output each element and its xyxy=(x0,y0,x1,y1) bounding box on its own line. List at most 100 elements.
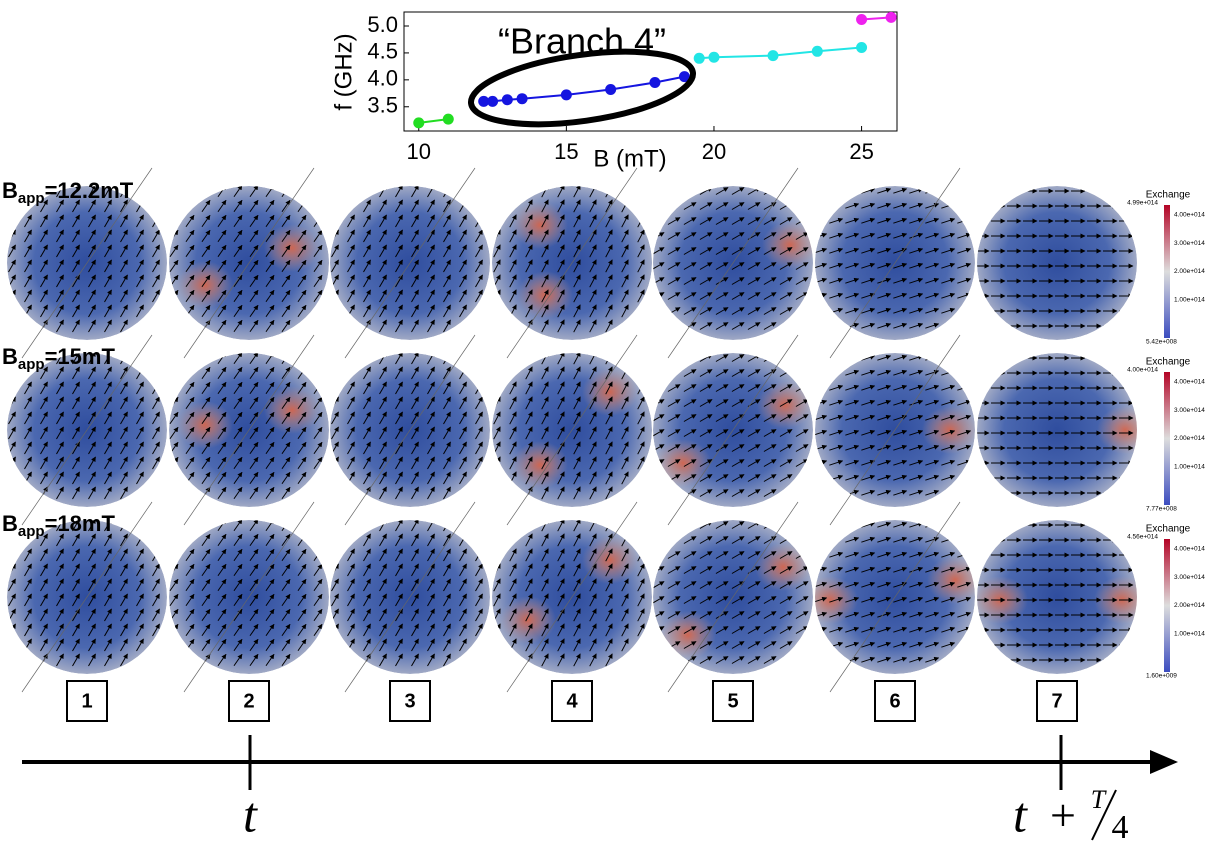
row-label-sub: app xyxy=(18,190,45,207)
spin-arrow xyxy=(136,229,144,243)
spin-arrow xyxy=(56,456,64,470)
spin-arrow xyxy=(185,319,195,333)
spin-arrow xyxy=(88,304,96,318)
spin-arrow xyxy=(217,381,227,395)
spin-arrow xyxy=(8,471,16,485)
spin-arrow xyxy=(40,441,48,455)
spin-arrow xyxy=(731,292,745,300)
spin-arrow xyxy=(347,244,355,258)
spin-arrow xyxy=(297,520,307,532)
spin-arrow xyxy=(363,353,371,365)
row-label-main: B xyxy=(2,178,18,203)
spin-arrow xyxy=(331,471,339,485)
spin-arrow xyxy=(347,486,355,500)
spin-arrow xyxy=(40,381,48,395)
data-point xyxy=(811,45,823,57)
spin-arrow xyxy=(637,244,645,258)
spin-arrow xyxy=(104,259,112,273)
spin-arrow xyxy=(877,187,892,194)
spin-arrow xyxy=(331,289,339,303)
spin-arrow xyxy=(957,536,972,543)
spin-arrow xyxy=(861,202,876,209)
spin-arrow xyxy=(72,353,80,365)
spin-arrow xyxy=(509,186,517,198)
section-line xyxy=(506,167,638,359)
spin-arrow xyxy=(152,520,160,532)
spin-arrow xyxy=(605,319,613,333)
spin-arrow xyxy=(56,426,64,440)
data-point xyxy=(501,94,513,106)
spin-arrow xyxy=(653,369,665,377)
spin-arrow xyxy=(589,274,597,288)
spin-arrow xyxy=(104,274,112,288)
section-line xyxy=(829,167,961,359)
spin-arrow xyxy=(925,202,940,209)
spin-arrow xyxy=(941,247,956,254)
spin-arrow xyxy=(185,441,195,455)
spin-arrow xyxy=(8,259,16,273)
colorbar-tick: 4.00e+014 xyxy=(1174,379,1205,386)
spin-arrow xyxy=(795,277,809,285)
spin-arrow xyxy=(829,262,844,269)
spin-arrow xyxy=(683,354,697,362)
spin-arrow xyxy=(120,244,128,258)
spin-arrow xyxy=(8,653,16,667)
spin-arrow xyxy=(621,289,629,303)
spin-arrow xyxy=(331,244,339,258)
mode-map xyxy=(653,520,813,674)
spin-arrow xyxy=(493,244,501,258)
spin-arrow xyxy=(331,259,339,273)
spin-arrow xyxy=(8,426,16,440)
spin-arrow xyxy=(40,411,48,425)
spin-arrow xyxy=(815,384,828,391)
plot-frame xyxy=(403,11,898,132)
spin-arrow xyxy=(40,244,48,258)
spin-arrow xyxy=(297,244,307,258)
spin-arrow xyxy=(637,304,645,318)
spin-arrow xyxy=(395,304,403,318)
section-line xyxy=(667,167,799,359)
spin-arrow xyxy=(715,307,729,315)
spin-arrow xyxy=(525,214,533,228)
spin-arrow xyxy=(509,259,517,273)
spin-arrow xyxy=(88,456,96,470)
spin-arrow xyxy=(217,289,227,303)
spin-arrow xyxy=(8,548,16,562)
spin-arrow xyxy=(653,521,665,529)
spin-arrow xyxy=(731,307,745,315)
colorbar-tick: 4.00e+014 xyxy=(1174,212,1205,219)
spin-arrow xyxy=(829,277,844,284)
spin-arrow xyxy=(667,292,681,300)
spin-arrow xyxy=(747,217,761,225)
spin-arrow xyxy=(653,489,665,497)
spin-arrow xyxy=(331,353,339,365)
spin-arrow xyxy=(201,289,211,303)
spin-arrow xyxy=(40,471,48,485)
spin-arrow xyxy=(653,217,665,225)
spin-arrow xyxy=(24,229,32,243)
spin-arrow xyxy=(475,471,483,485)
spin-arrow xyxy=(40,396,48,410)
spin-arrow xyxy=(120,396,128,410)
section-line xyxy=(183,167,315,359)
spin-arrow xyxy=(152,471,160,485)
spin-arrow xyxy=(265,274,275,288)
spin-arrow xyxy=(152,274,160,288)
frequency-plot: 10 15 20 25 3.54.04.55.0 B (mT) f (GHz) “Branch… xyxy=(330,11,898,172)
mode-map xyxy=(653,353,813,507)
spin-arrow xyxy=(653,551,665,559)
spin-arrow xyxy=(427,289,435,303)
spin-arrow xyxy=(493,548,501,562)
spin-arrow xyxy=(573,186,581,198)
spin-arrow xyxy=(56,319,64,333)
spin-arrow xyxy=(509,653,517,667)
spin-arrow xyxy=(363,304,371,318)
spin-arrow xyxy=(957,232,972,239)
hot-spot xyxy=(927,556,975,604)
spin-arrow xyxy=(313,638,323,652)
spin-arrow xyxy=(8,411,16,425)
spin-arrow xyxy=(411,304,419,318)
spin-arrow xyxy=(297,229,307,243)
spin-arrow xyxy=(379,214,387,228)
spin-arrow xyxy=(941,217,956,224)
